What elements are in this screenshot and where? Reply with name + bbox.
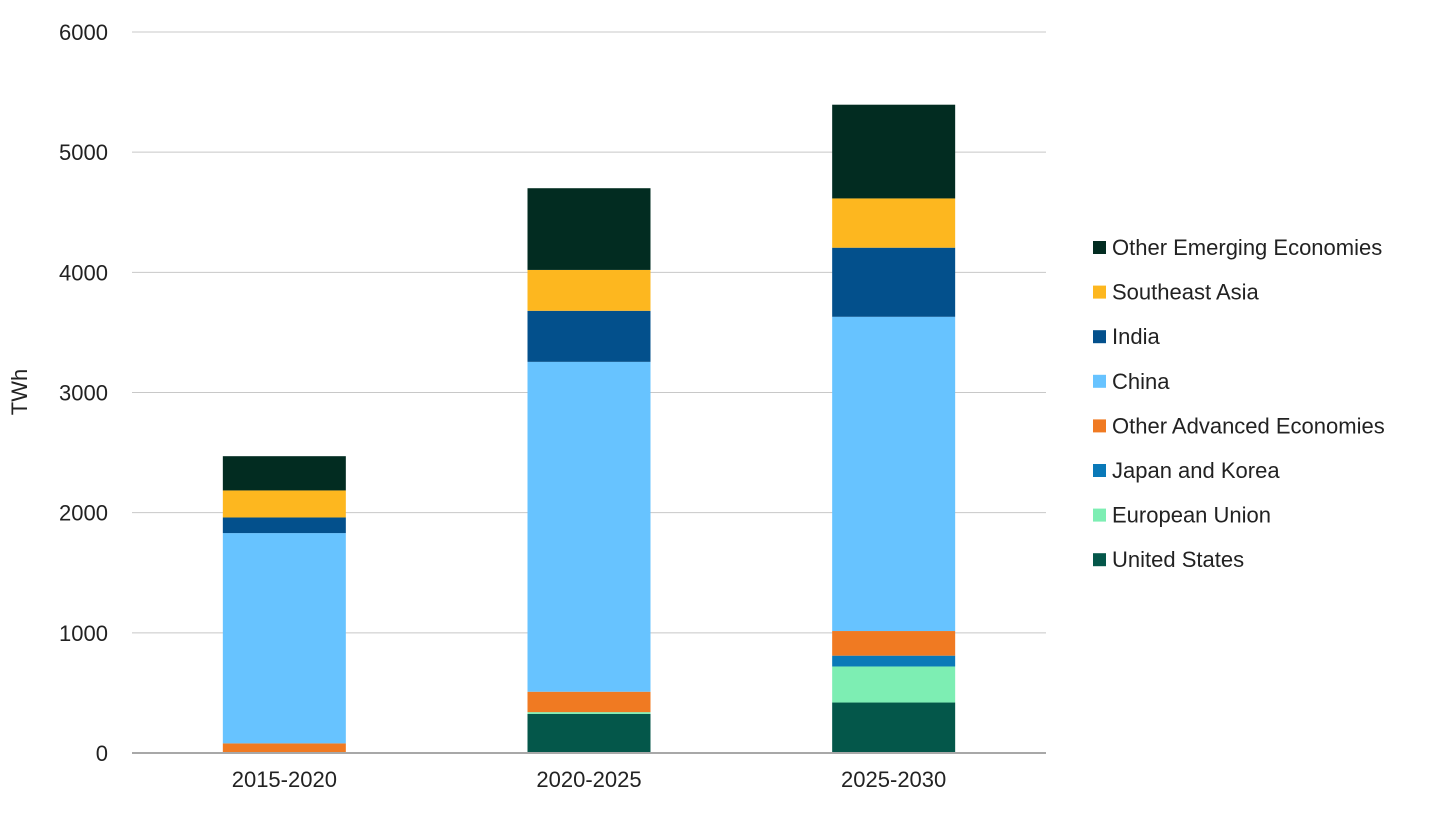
- bar-segment: [222, 743, 346, 753]
- legend-swatch: [1093, 241, 1106, 254]
- bar-segment: [222, 490, 346, 518]
- legend-label: Other Advanced Economies: [1112, 413, 1385, 438]
- x-tick-label: 2025-2030: [841, 767, 946, 792]
- bar-segment: [832, 316, 956, 632]
- legend-label: China: [1112, 369, 1170, 394]
- bar-segment: [832, 655, 956, 667]
- bar-segment: [832, 104, 956, 199]
- bar-segment: [832, 198, 956, 248]
- legend-swatch: [1093, 553, 1106, 567]
- bar-segment: [832, 631, 956, 656]
- legend-label: Japan and Korea: [1112, 458, 1280, 483]
- bar-segment: [527, 310, 651, 362]
- legend-label: Other Emerging Economies: [1112, 235, 1382, 260]
- legend-swatch: [1093, 285, 1106, 299]
- y-axis-label: TWh: [7, 369, 32, 415]
- legend-label: United States: [1112, 547, 1244, 572]
- y-tick-label: 0: [96, 741, 108, 766]
- legend-swatch: [1093, 374, 1106, 388]
- bar-segment: [527, 269, 651, 311]
- bar-segment: [527, 361, 651, 692]
- bar-segment: [222, 517, 346, 534]
- bar-segment: [832, 666, 956, 703]
- bar-segment: [527, 712, 651, 714]
- legend-swatch: [1093, 508, 1106, 522]
- x-tick-label: 2020-2025: [536, 767, 641, 792]
- bar-segment: [222, 533, 346, 744]
- y-tick-label: 1000: [59, 621, 108, 646]
- y-tick-label: 2000: [59, 501, 108, 526]
- bar-segment: [832, 247, 956, 317]
- bar-segment: [832, 702, 956, 753]
- legend-swatch: [1093, 330, 1106, 344]
- legend-swatch: [1093, 419, 1106, 433]
- x-tick-label: 2015-2020: [232, 767, 337, 792]
- bar-segment: [527, 188, 651, 270]
- legend-label: European Union: [1112, 503, 1271, 528]
- bar-segment: [222, 456, 346, 491]
- bar-segment: [527, 713, 651, 753]
- y-tick-label: 3000: [59, 381, 108, 406]
- legend-label: India: [1112, 324, 1160, 349]
- y-tick-label: 4000: [59, 260, 108, 285]
- bar-segment: [527, 691, 651, 713]
- legend-label: Southeast Asia: [1112, 280, 1260, 305]
- y-tick-label: 5000: [59, 140, 108, 165]
- legend-swatch: [1093, 464, 1106, 477]
- y-tick-label: 6000: [59, 20, 108, 45]
